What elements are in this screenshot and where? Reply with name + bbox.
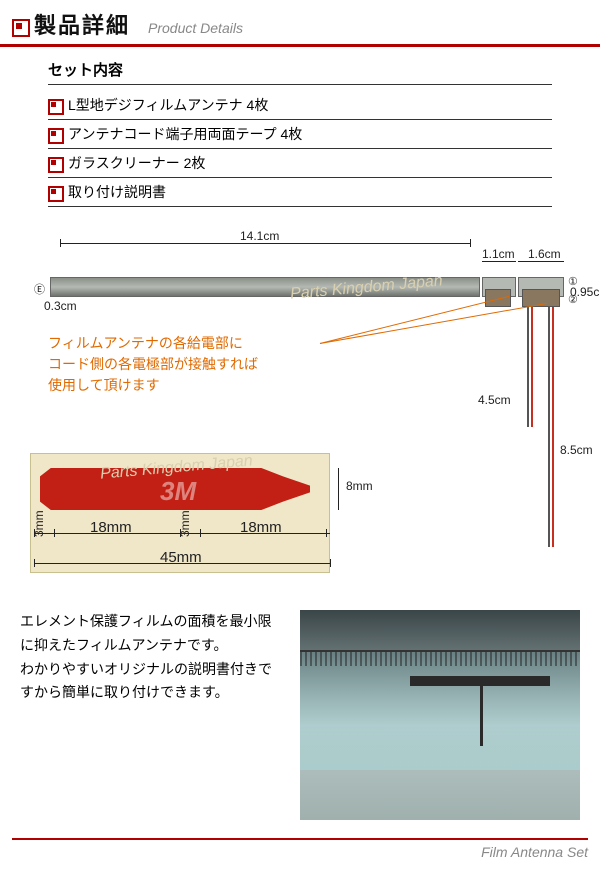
dim-thickness: 0.3cm [44,299,77,313]
dimension-tick [470,239,471,247]
pointer-line [320,296,509,344]
list-item-label: L型地デジフィルムアンテナ 4枚 [68,95,268,115]
dim-pad-width: 1.6cm [528,247,561,261]
dim-gap-left: 3mm [32,510,46,537]
photo-dots [300,652,580,666]
list-item: アンテナコード端子用両面テープ 4枚 [48,120,552,149]
dim-seg2: 18mm [240,519,282,536]
marker-e: Ⓔ [34,281,45,297]
photo-glass [300,650,580,770]
footer: Film Antenna Set [12,838,588,862]
square-bullet-icon [48,99,60,111]
pointer-line [320,303,547,344]
dim-pad-gap: 1.1cm [482,247,515,261]
dimension-tick [54,529,55,537]
description-content: エレメント保護フィルムの面積を最小限に抑えたフィルムアンテナです。 わかりやすい… [20,613,272,700]
title-jp: 製品詳細 [34,8,130,40]
header: 製品詳細 Product Details [0,0,600,47]
dim-seg1: 18mm [90,519,132,536]
list-item: ガラスクリーナー 2枚 [48,149,552,178]
dim-gap-mid: 3mm [178,510,192,537]
caption-line: 使用して頂けます [48,375,258,396]
install-photo [300,610,580,820]
dim-pad-height: 0.95cm [570,285,600,299]
list-item-label: アンテナコード端子用両面テープ 4枚 [68,124,302,144]
dimension-tick [200,529,201,537]
feed-caption: フィルムアンテナの各給電部に コード側の各電極部が接触すれば 使用して頂けます [48,333,258,396]
square-bullet-icon [48,186,60,198]
list-item-label: ガラスクリーナー 2枚 [68,153,205,173]
dimension-tick [60,239,61,247]
caption-line: フィルムアンテナの各給電部に [48,333,258,354]
dim-total-width: 14.1cm [240,229,279,243]
set-contents: セット内容 L型地デジフィルムアンテナ 4枚 アンテナコード端子用両面テープ 4… [0,47,600,213]
antenna-wire [548,307,550,547]
list-item: 取り付け説明書 [48,178,552,207]
dim-wire-long: 8.5cm [560,443,593,457]
list-item-label: 取り付け説明書 [68,182,166,202]
footer-label: Film Antenna Set [481,844,588,860]
photo-antenna-wire [480,686,483,746]
antenna-wire [527,307,529,427]
square-bullet-icon [48,157,60,169]
dim-total: 45mm [160,549,202,566]
dimension-line [518,261,564,262]
dimension-tick [326,529,327,537]
dimension-line [60,243,470,244]
square-bullet-icon [48,128,60,140]
square-bullet-icon [12,19,26,33]
antenna-wire [531,307,533,427]
description-text: エレメント保護フィルムの面積を最小限に抑えたフィルムアンテナです。 わかりやすい… [20,610,280,705]
dim-wire-short: 4.5cm [478,393,511,407]
antenna-wire [552,307,554,547]
title-en: Product Details [148,20,243,36]
tape-logo: 3M [160,476,196,507]
caption-line: コード側の各電極部が接触すれば [48,354,258,375]
photo-antenna [410,676,550,686]
dimension-line [482,261,516,262]
dim-tape-height: 8mm [346,479,373,493]
dimension-line [338,468,339,510]
set-contents-heading: セット内容 [48,59,552,85]
dimension-tick [34,559,35,567]
dimension-tick [330,559,331,567]
antenna-diagram: 14.1cm 1.1cm 1.6cm Ⓔ ① ② 0.3cm 0.95cm 4.… [30,233,570,603]
list-item: L型地デジフィルムアンテナ 4枚 [48,91,552,120]
